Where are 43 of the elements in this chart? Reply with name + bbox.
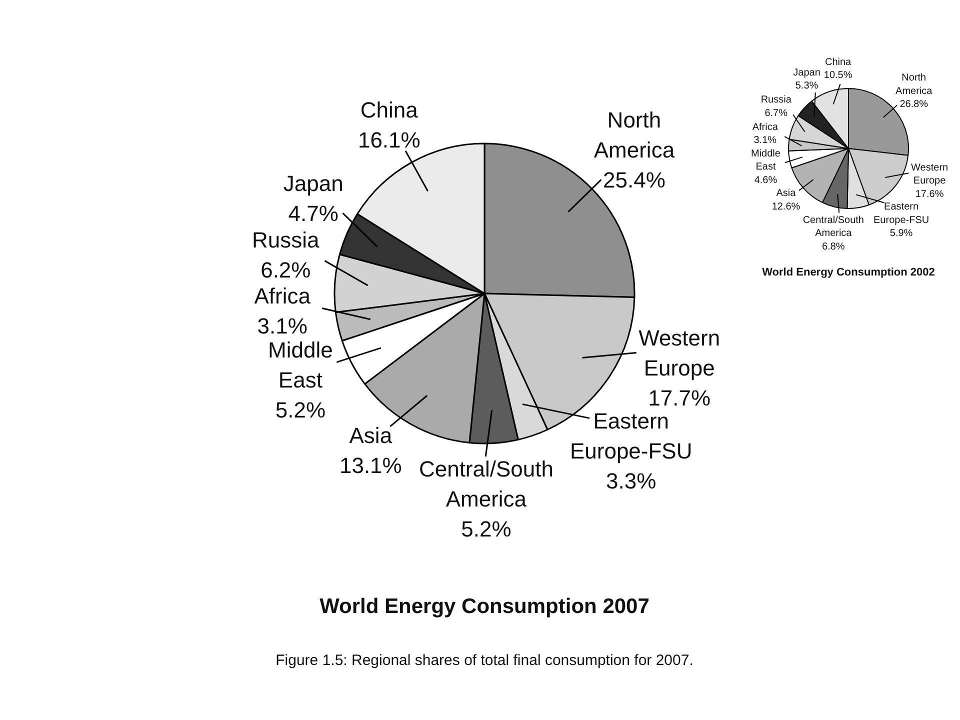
data-label: 5.2% [461,516,512,542]
slice-label: North America [896,72,933,97]
slice-label: China [824,57,852,68]
data-label: 3.1% [257,313,308,338]
caption: Figure 1.5: Regional shares of total final consumption for 2007. [276,652,694,669]
data-label: 4.7% [288,201,338,226]
slice-label: Russia [252,227,320,252]
slice-label: Middle East [750,148,781,173]
data-label: 6.7% [764,108,788,119]
data-label: 4.6% [754,174,778,186]
data-label: 10.5% [824,70,852,82]
data-label: 12.6% [772,201,800,212]
slice-label: Russia [760,94,792,106]
slice-label: Africa [752,122,778,133]
data-label: 13.1% [339,452,402,478]
slice-label: China [360,98,419,123]
slice-label: Eastern Europe-FSU [874,202,930,226]
slice-label: North America [594,107,676,162]
data-label: 5.2% [275,398,326,423]
slice-label: Central/South America [418,456,554,512]
slice-label: Western Europe [638,326,720,381]
slice-label: Middle East [268,338,333,393]
slice-label: Central/South America [802,214,864,240]
data-label: 6.2% [260,257,311,282]
data-label: 17.7% [648,386,711,411]
slice-label: Asia [349,422,393,448]
slice-label: Eastern Europe-FSU [570,408,692,464]
data-label: 25.4% [603,167,666,192]
slice-label: Western Europe [911,162,948,187]
slice-label: Japan [793,68,820,79]
slice-label: Asia [776,188,796,200]
data-label: 5.3% [795,80,818,92]
slice-label: Japan [283,171,344,196]
data-label: 3.1% [754,134,777,146]
data-label: 6.8% [822,241,845,252]
text: World Energy Consumption 2002 [762,266,935,278]
data-label: 5.9% [890,228,913,240]
data-label: 16.1% [358,128,420,153]
data-label: 17.6% [915,188,944,200]
slice-label: Africa [254,283,312,308]
text: World Energy Consumption 2007 [320,595,650,618]
data-label: 3.3% [606,468,656,494]
data-label: 26.8% [900,98,928,110]
